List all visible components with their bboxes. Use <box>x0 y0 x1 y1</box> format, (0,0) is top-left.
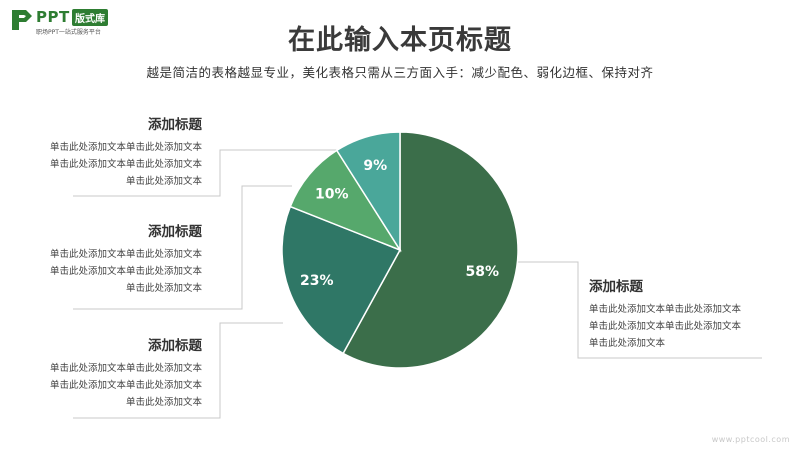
page-title: 在此输入本页标题 <box>288 25 512 56</box>
pie-slice-2 <box>281 205 402 355</box>
watermark: www.pptcool.com <box>711 435 790 444</box>
logo-tagline: 职场PPT一站式服务平台 <box>36 29 101 36</box>
pie-slices <box>281 131 519 369</box>
block-title: 添加标题 <box>148 338 202 354</box>
text-block-3: 添加标题 单击此处添加文本单击此处添加文本单击此处添加文本单击此处添加文本单击此… <box>50 334 202 411</box>
connector-line-1 <box>73 149 342 197</box>
block-body: 单击此处添加文本单击此处添加文本单击此处添加文本单击此处添加文本单击此处添加文本 <box>589 304 742 349</box>
block-body: 单击此处添加文本单击此处添加文本单击此处添加文本单击此处添加文本单击此处添加文本 <box>50 363 203 408</box>
text-block-2: 添加标题 单击此处添加文本单击此处添加文本单击此处添加文本单击此处添加文本单击此… <box>50 220 202 297</box>
text-block-1: 添加标题 单击此处添加文本单击此处添加文本单击此处添加文本单击此处添加文本单击此… <box>50 113 202 190</box>
logo: PPT 版式库 职场PPT一站式服务平台 <box>10 8 150 38</box>
connector-line-3 <box>73 322 283 419</box>
pie-slice-3 <box>289 149 402 252</box>
pie-label-4: 9% <box>363 158 387 174</box>
logo-badge: 版式库 <box>72 9 108 26</box>
pie-label-1: 58% <box>466 264 500 280</box>
pie-label-2: 23% <box>300 273 334 289</box>
block-body: 单击此处添加文本单击此处添加文本单击此处添加文本单击此处添加文本单击此处添加文本 <box>50 249 203 294</box>
block-title: 添加标题 <box>148 224 202 240</box>
pie-slice-1 <box>342 131 519 369</box>
page-subtitle: 越是简洁的表格越显专业，美化表格只需从三方面入手：减少配色、弱化边框、保持对齐 <box>146 65 654 80</box>
block-title: 添加标题 <box>589 279 643 295</box>
connector-lines <box>73 149 762 419</box>
logo-mark-icon <box>12 10 32 30</box>
pie-labels: 58% 23% 10% 9% <box>300 158 499 289</box>
logo-text: PPT <box>36 8 70 26</box>
block-title: 添加标题 <box>148 117 202 133</box>
connector-line-2 <box>73 185 292 310</box>
pie-slice-4 <box>335 131 401 253</box>
connector-line-4 <box>518 261 762 359</box>
block-body: 单击此处添加文本单击此处添加文本单击此处添加文本单击此处添加文本单击此处添加文本 <box>50 142 203 187</box>
pie-label-3: 10% <box>315 187 349 203</box>
text-block-4: 添加标题 单击此处添加文本单击此处添加文本单击此处添加文本单击此处添加文本单击此… <box>589 275 741 352</box>
